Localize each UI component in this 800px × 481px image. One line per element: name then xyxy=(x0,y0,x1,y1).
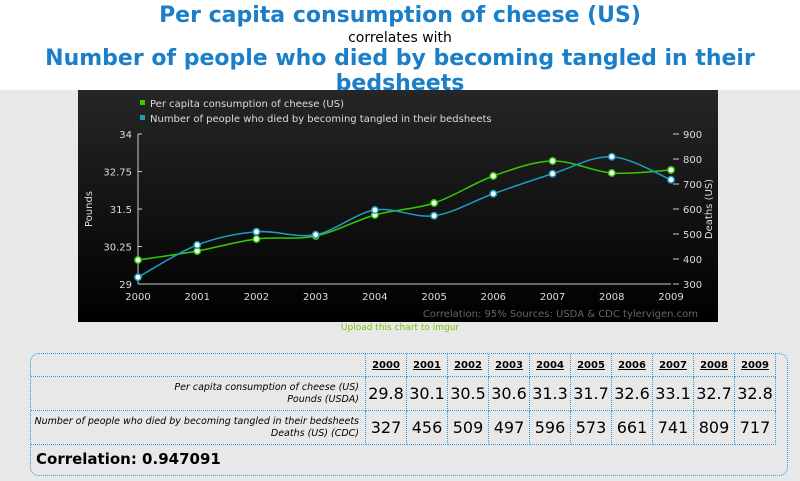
y2-tick-label: 600 xyxy=(683,205,702,216)
year-header: 2001 xyxy=(406,354,448,377)
table-cell: 31.7 xyxy=(570,376,612,411)
y-tick-label: 34 xyxy=(119,130,132,141)
series-line xyxy=(137,155,672,278)
y-tick-label: 31.5 xyxy=(110,205,132,216)
y2-tick-label: 700 xyxy=(683,180,702,191)
table-cell: 573 xyxy=(570,410,612,445)
table-cell: 661 xyxy=(611,410,653,445)
title-secondary: Number of people who died by becoming ta… xyxy=(45,46,755,96)
y2-axis-label: Deaths (US) xyxy=(704,179,715,239)
y2-tick-label: 900 xyxy=(683,130,702,141)
y-tick-label: 30.25 xyxy=(103,243,132,254)
data-point xyxy=(430,199,439,207)
y-tick-label: 29 xyxy=(119,280,132,291)
year-header: 2007 xyxy=(652,354,694,377)
x-tick-label: 2005 xyxy=(421,292,446,303)
y-axis-label: Pounds xyxy=(84,191,95,227)
y-tick-label: 32.75 xyxy=(103,168,132,179)
data-point xyxy=(252,227,261,236)
year-header: 2009 xyxy=(734,354,776,377)
table-cell: 509 xyxy=(447,410,489,445)
y2-tick-label: 500 xyxy=(683,230,702,241)
table-cell: 33.1 xyxy=(652,376,694,411)
table-cell: 596 xyxy=(529,410,571,445)
data-point xyxy=(607,169,616,177)
header-blank xyxy=(31,354,366,377)
table-cell: 30.1 xyxy=(406,376,448,411)
table-cell: 31.3 xyxy=(529,376,571,411)
table-row: Number of people who died by becoming ta… xyxy=(31,410,786,445)
data-point xyxy=(134,273,142,282)
legend-marker xyxy=(140,115,145,120)
table-cell: 456 xyxy=(406,410,448,445)
year-header: 2000 xyxy=(365,354,407,377)
legend-label: Per capita consumption of cheese (US) xyxy=(150,99,344,110)
table-cell: 497 xyxy=(488,410,530,445)
year-header: 2008 xyxy=(693,354,735,377)
table-cell: 32.7 xyxy=(693,376,735,411)
y2-tick-label: 300 xyxy=(683,280,702,291)
data-point xyxy=(548,169,557,178)
chart-footer: Correlation: 95% Sources: USDA & CDC tyl… xyxy=(423,309,698,320)
row-label: Number of people who died by becoming ta… xyxy=(31,410,366,445)
table-cell: 327 xyxy=(365,410,407,445)
title-connector: correlates with xyxy=(348,30,452,46)
table-row: Per capita consumption of cheese (US) Pou… xyxy=(31,376,786,411)
table-cell: 32.6 xyxy=(611,376,653,411)
data-point xyxy=(548,157,557,165)
y2-tick-label: 800 xyxy=(683,155,702,166)
data-table: 2000 2001 2002 2003 2004 2005 2006 2007 2008 2009… xyxy=(30,353,788,476)
year-header: 2004 xyxy=(529,354,571,377)
table-cell: 29.8 xyxy=(365,376,407,411)
legend-label: Number of people who died by becoming ta… xyxy=(150,114,492,125)
data-point xyxy=(430,211,439,220)
data-point xyxy=(252,235,261,243)
x-tick-label: 2006 xyxy=(481,292,506,303)
data-point xyxy=(667,175,675,184)
chart: 29 30.25 31.5 32.75 34 300 400 500 600 700 800 900 2… xyxy=(78,90,718,322)
data-point xyxy=(193,241,202,249)
data-point xyxy=(370,206,379,214)
legend-marker xyxy=(140,100,145,105)
table-cell: 741 xyxy=(652,410,694,445)
x-tick-label: 2002 xyxy=(244,292,269,303)
table-cell: 30.6 xyxy=(488,376,530,411)
table-cell: 32.8 xyxy=(734,376,776,411)
upload-link[interactable]: Upload this chart to imgur xyxy=(340,323,460,333)
x-tick-label: 2009 xyxy=(658,292,683,303)
x-tick-label: 2007 xyxy=(540,292,565,303)
x-tick-label: 2003 xyxy=(303,292,328,303)
row-label: Per capita consumption of cheese (US) Pou… xyxy=(31,376,366,411)
year-header: 2002 xyxy=(447,354,489,377)
year-header: 2006 xyxy=(611,354,653,377)
x-tick-label: 2004 xyxy=(362,292,387,303)
x-tick-label: 2001 xyxy=(184,292,209,303)
data-point xyxy=(607,152,616,161)
data-point xyxy=(134,256,142,264)
y2-tick-label: 400 xyxy=(683,255,702,266)
x-tick-label: 2000 xyxy=(125,292,150,303)
data-point xyxy=(311,230,320,239)
series-line xyxy=(137,160,672,261)
data-point xyxy=(667,166,675,174)
table-cell: 30.5 xyxy=(447,376,489,411)
data-point xyxy=(489,189,498,198)
x-tick-label: 2008 xyxy=(599,292,624,303)
table-cell: 717 xyxy=(734,410,776,445)
year-header: 2005 xyxy=(570,354,612,377)
correlation-value: Correlation: 0.947091 xyxy=(36,450,221,468)
year-header: 2003 xyxy=(488,354,530,377)
table-cell: 809 xyxy=(693,410,735,445)
data-point xyxy=(489,172,498,180)
title-primary: Per capita consumption of cheese (US) xyxy=(159,3,641,28)
